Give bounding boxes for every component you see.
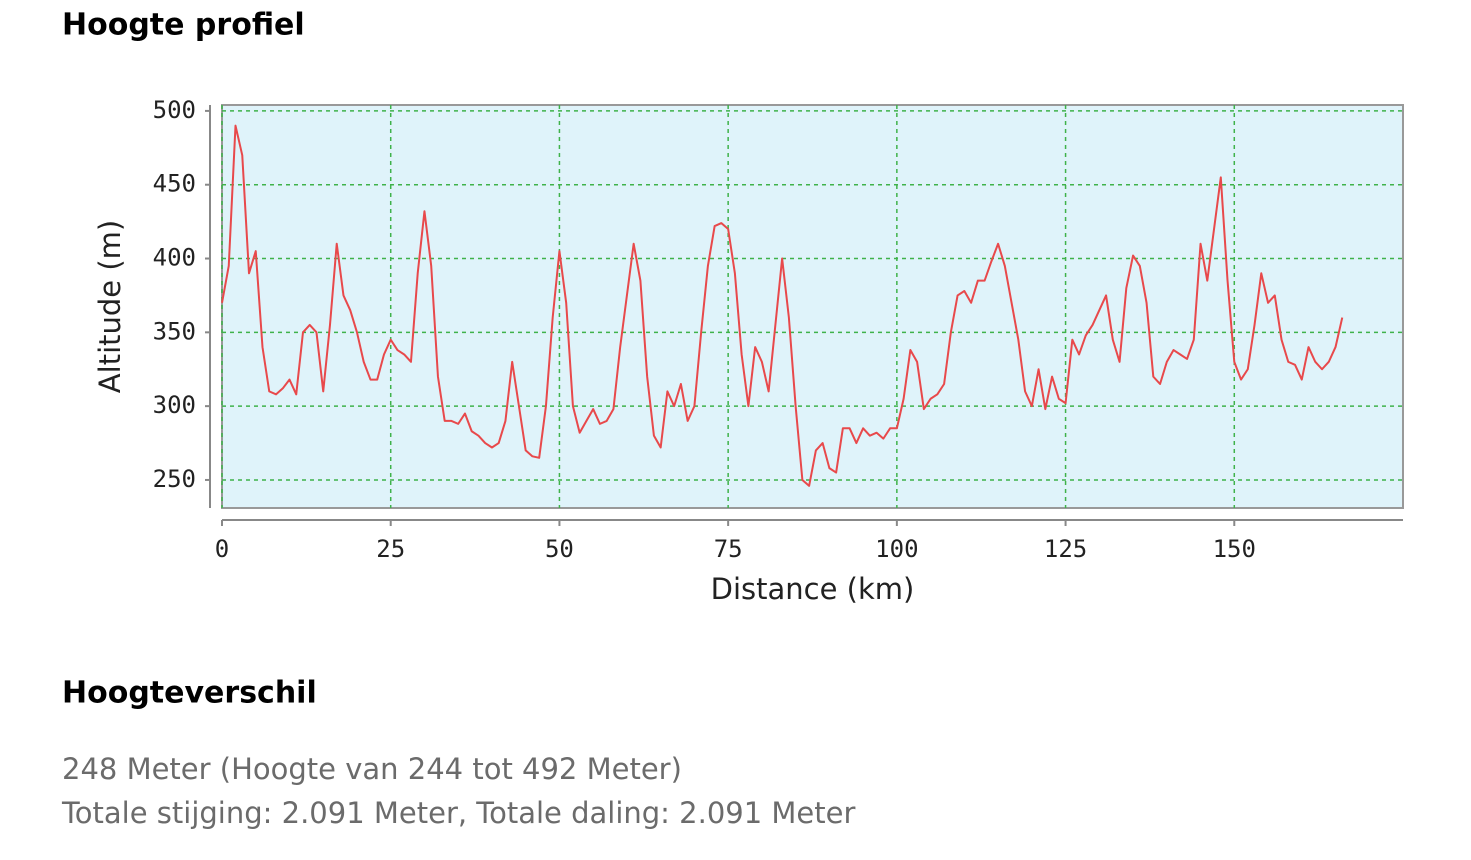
page-title: Hoogte profiel bbox=[62, 8, 305, 43]
altitude-line bbox=[221, 124, 1344, 487]
x-tick-label: 0 bbox=[215, 535, 229, 563]
y-tick-label: 400 bbox=[153, 244, 196, 272]
y-tick-label: 300 bbox=[153, 391, 196, 419]
plot-area bbox=[221, 104, 1404, 509]
y-tick-label: 450 bbox=[153, 170, 196, 198]
y-tick-label: 500 bbox=[153, 96, 196, 124]
x-tick-label: 50 bbox=[545, 535, 574, 563]
summary-line: Totale stijging: 2.091 Meter, Totale dal… bbox=[61, 796, 855, 830]
x-tick-label: 25 bbox=[376, 535, 405, 563]
y-tick-label: 350 bbox=[153, 317, 196, 345]
x-tick-label: 75 bbox=[714, 535, 743, 563]
summary-line: 248 Meter (Hoogte van 244 tot 492 Meter) bbox=[62, 752, 682, 786]
x-tick-label: 150 bbox=[1213, 535, 1256, 563]
x-tick-label: 125 bbox=[1044, 535, 1087, 563]
x-tick-label: 100 bbox=[875, 535, 918, 563]
y-tick-label: 250 bbox=[153, 465, 196, 493]
y-axis-title: Altitude (m) bbox=[93, 220, 127, 393]
x-axis-title: Distance (km) bbox=[711, 572, 915, 606]
section-heading: Hoogteverschil bbox=[62, 676, 317, 711]
